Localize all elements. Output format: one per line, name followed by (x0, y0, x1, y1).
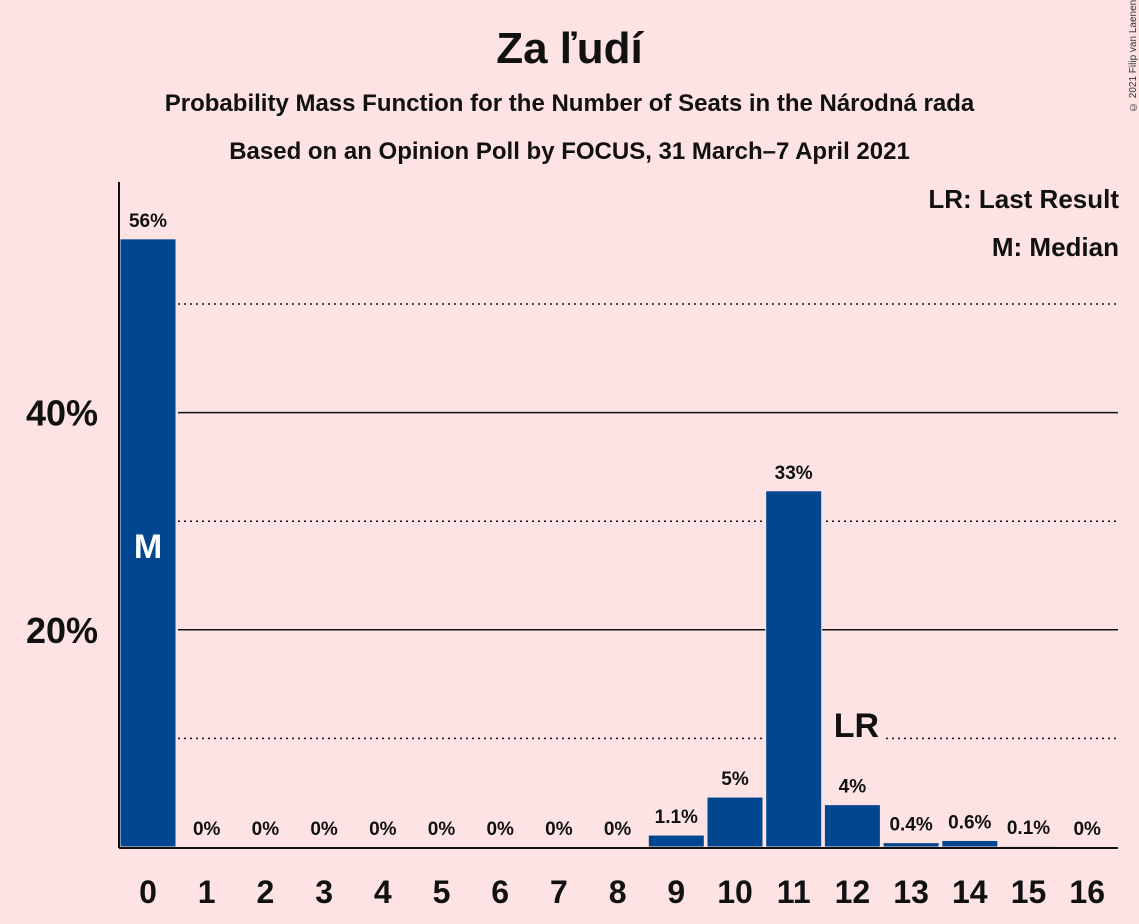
x-tick-3: 3 (315, 874, 333, 910)
median-marker: M (134, 528, 162, 566)
x-tick-6: 6 (491, 874, 509, 910)
value-label-0: 56% (129, 211, 167, 232)
x-tick-5: 5 (433, 874, 451, 910)
value-label-6: 0% (486, 819, 514, 840)
value-label-8: 0% (604, 819, 632, 840)
value-label-15: 0.1% (1007, 818, 1050, 839)
value-label-4: 0% (369, 819, 397, 840)
bar-seats-10 (706, 796, 764, 848)
value-label-11: 33% (775, 463, 813, 484)
bar-seats-9 (647, 834, 705, 848)
chart-title: Za ľudí (496, 24, 643, 73)
x-tick-1: 1 (198, 874, 216, 910)
bar-seats-14 (941, 839, 999, 848)
x-tick-14: 14 (952, 874, 988, 910)
chart-source-subtitle: Based on an Opinion Poll by FOCUS, 31 Ma… (229, 138, 910, 165)
bar-seats-13 (882, 842, 940, 848)
x-tick-12: 12 (835, 874, 871, 910)
last-result-marker-background (822, 705, 883, 743)
x-tick-8: 8 (609, 874, 627, 910)
x-tick-7: 7 (550, 874, 568, 910)
value-label-14: 0.6% (948, 812, 991, 833)
x-tick-11: 11 (777, 874, 811, 910)
x-tick-2: 2 (257, 874, 275, 910)
value-label-7: 0% (545, 819, 573, 840)
legend-median: M: Median (991, 232, 1119, 262)
y-tick-20: 20% (26, 610, 98, 651)
value-label-1: 0% (193, 819, 221, 840)
value-label-12: 4% (839, 777, 867, 798)
y-tick-40: 40% (26, 393, 98, 434)
bar-seats-12 (823, 804, 881, 848)
value-label-16: 0% (1073, 819, 1101, 840)
x-tick-0: 0 (139, 874, 157, 910)
legend-last-result: LR: Last Result (928, 184, 1119, 214)
last-result-marker: LR (834, 707, 879, 745)
x-tick-4: 4 (374, 874, 392, 910)
value-label-3: 0% (310, 819, 338, 840)
value-label-5: 0% (428, 819, 456, 840)
value-label-2: 0% (252, 819, 280, 840)
chart-subtitle: Probability Mass Function for the Number… (164, 90, 975, 117)
bar-seats-15 (1000, 845, 1057, 848)
x-tick-13: 13 (893, 874, 929, 910)
value-label-13: 0.4% (889, 815, 932, 836)
x-tick-9: 9 (667, 874, 685, 910)
value-label-10: 5% (721, 769, 749, 790)
x-tick-15: 15 (1011, 874, 1047, 910)
bar-seats-11 (765, 490, 823, 848)
x-tick-16: 16 (1069, 874, 1105, 910)
bar-seats-0 (119, 238, 177, 848)
value-label-9: 1.1% (655, 807, 698, 828)
x-tick-10: 10 (717, 874, 753, 910)
